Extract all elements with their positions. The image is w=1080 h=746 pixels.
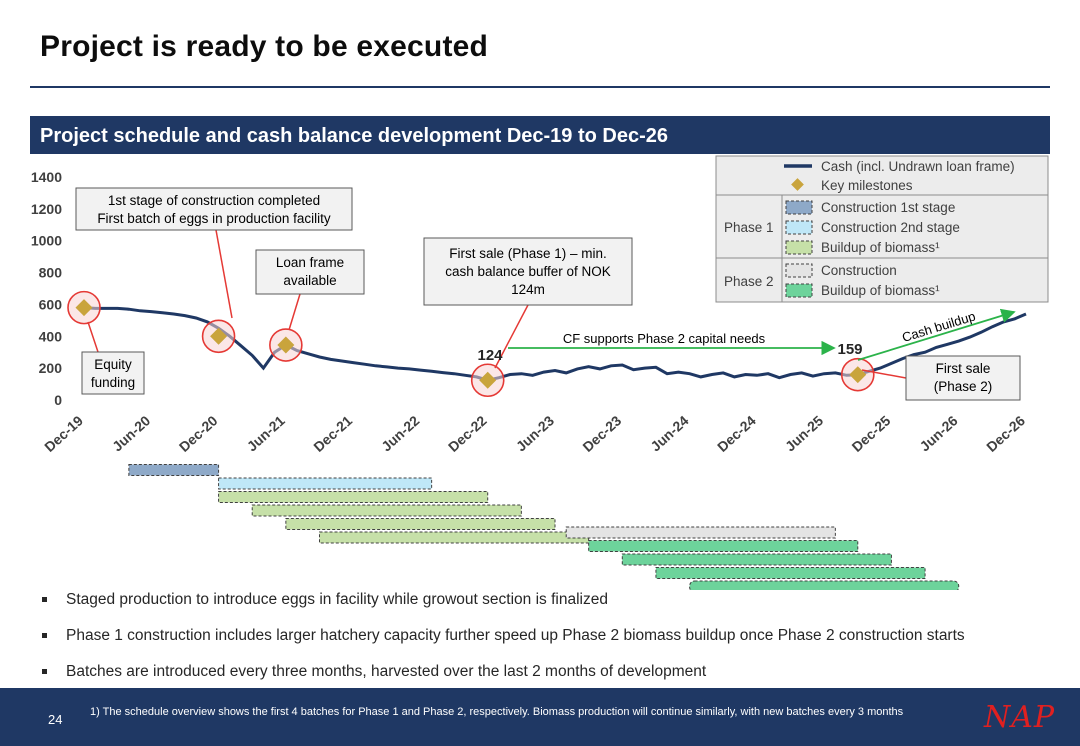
schedule-bar <box>218 491 489 503</box>
bullet-item: Phase 1 construction includes larger hat… <box>40 624 965 660</box>
page-title: Project is ready to be executed <box>40 30 489 63</box>
schedule-bar <box>565 526 836 539</box>
x-tick-label: Jun-22 <box>378 412 422 454</box>
legend-item-label: Construction <box>821 263 897 278</box>
footnote: 1) The schedule overview shows the first… <box>90 706 904 718</box>
page-number: 24 <box>48 712 63 727</box>
x-tick-label: Dec-21 <box>310 412 355 455</box>
y-axis: 0 200 400 600 800 1000 1200 1400 <box>31 169 62 408</box>
milestone-marker <box>277 336 295 354</box>
y-tick-label: 0 <box>54 392 62 408</box>
y-tick-label: 600 <box>39 296 63 312</box>
x-tick-label: Dec-26 <box>983 412 1028 455</box>
legend-item-label: Construction 1st stage <box>821 200 955 215</box>
svg-text:First sale(Phase 2): First sale (Phase 2) <box>934 361 993 394</box>
schedule-bar <box>655 567 926 579</box>
chart-banner: Project schedule and cash balance develo… <box>30 116 1050 154</box>
schedule-bar <box>218 477 433 490</box>
x-tick-label: Dec-19 <box>41 412 86 455</box>
callout-stage1: 1st stage of construction completed First… <box>75 187 353 319</box>
company-logo: NAP <box>984 700 1056 735</box>
legend-item-label: Buildup of biomass¹ <box>821 240 940 255</box>
x-tick-label: Dec-23 <box>579 412 624 455</box>
y-tick-label: 1200 <box>31 201 62 217</box>
legend-phase1-label: Phase 1 <box>724 220 774 235</box>
schedule-bar <box>689 580 960 590</box>
svg-text:First sale (Phase 1) – min.cas: First sale (Phase 1) – min. cash balance … <box>445 246 611 297</box>
schedule-bar <box>621 553 892 566</box>
legend-item-label: Buildup of biomass¹ <box>821 283 940 298</box>
legend-swatch <box>785 200 813 215</box>
x-tick-label: Dec-25 <box>849 412 894 455</box>
milestone-marker <box>210 327 228 345</box>
milestone-marker <box>75 299 93 317</box>
chart-legend: Cash (incl. Undrawn loan frame) Key mile… <box>715 155 1049 303</box>
svg-text:1st stage of construction comp: 1st stage of construction completed First… <box>97 193 331 226</box>
x-tick-label: Dec-24 <box>714 412 759 455</box>
schedule-bar <box>588 540 859 552</box>
legend-cash-label: Cash (incl. Undrawn loan frame) <box>821 159 1015 174</box>
legend-item-label: Construction 2nd stage <box>821 220 960 235</box>
legend-swatch <box>785 263 813 278</box>
bullet-item: Batches are introduced every three month… <box>40 660 965 696</box>
legend-milestones-label: Key milestones <box>821 178 913 193</box>
cash-buildup-arrow <box>857 308 1016 361</box>
title-divider <box>30 86 1050 88</box>
legend-phase2-label: Phase 2 <box>724 274 774 289</box>
cf-label: CF supports Phase 2 capital needs <box>563 331 766 346</box>
y-tick-label: 200 <box>39 360 63 376</box>
value-label-124: 124 <box>477 347 503 364</box>
schedule-gantt <box>128 464 960 590</box>
callout-equity: Equity funding <box>81 321 145 395</box>
x-tick-label: Dec-22 <box>445 412 490 455</box>
footer-bar: 24 1) The schedule overview shows the fi… <box>0 688 1080 746</box>
callout-firstsale2: First sale (Phase 2) <box>861 355 1021 401</box>
callout-firstsale1: First sale (Phase 1) – min. cash balance … <box>423 237 633 369</box>
callout-loan: Loan frame available <box>255 249 365 331</box>
y-tick-label: 800 <box>39 265 63 281</box>
value-label-159: 159 <box>837 341 862 358</box>
x-tick-label: Jun-20 <box>109 412 153 454</box>
schedule-bar <box>251 504 522 517</box>
milestone-marker <box>479 371 497 389</box>
bullet-list: Staged production to introduce eggs in f… <box>40 588 965 696</box>
y-tick-label: 1000 <box>31 233 62 249</box>
x-tick-label: Jun-25 <box>782 412 826 454</box>
x-axis: Dec-19 Jun-20 Dec-20 Jun-21 Dec-21 Jun-22 Dec-… <box>41 412 1028 455</box>
y-tick-label: 1400 <box>31 169 62 185</box>
legend-swatch <box>785 283 813 298</box>
schedule-bar <box>128 464 220 476</box>
legend-swatch <box>785 240 813 255</box>
milestones-group <box>67 290 875 398</box>
x-tick-label: Jun-23 <box>513 412 557 454</box>
banner-title: Project schedule and cash balance develo… <box>40 125 669 147</box>
x-tick-label: Jun-26 <box>916 412 960 454</box>
schedule-bar <box>319 531 590 544</box>
schedule-bar <box>285 518 556 530</box>
bullet-item: Staged production to introduce eggs in f… <box>40 588 965 624</box>
legend-swatch <box>785 220 813 235</box>
y-tick-label: 400 <box>39 328 63 344</box>
x-tick-label: Jun-24 <box>647 412 691 454</box>
x-tick-label: Dec-20 <box>176 412 221 455</box>
x-tick-label: Jun-21 <box>244 412 288 454</box>
